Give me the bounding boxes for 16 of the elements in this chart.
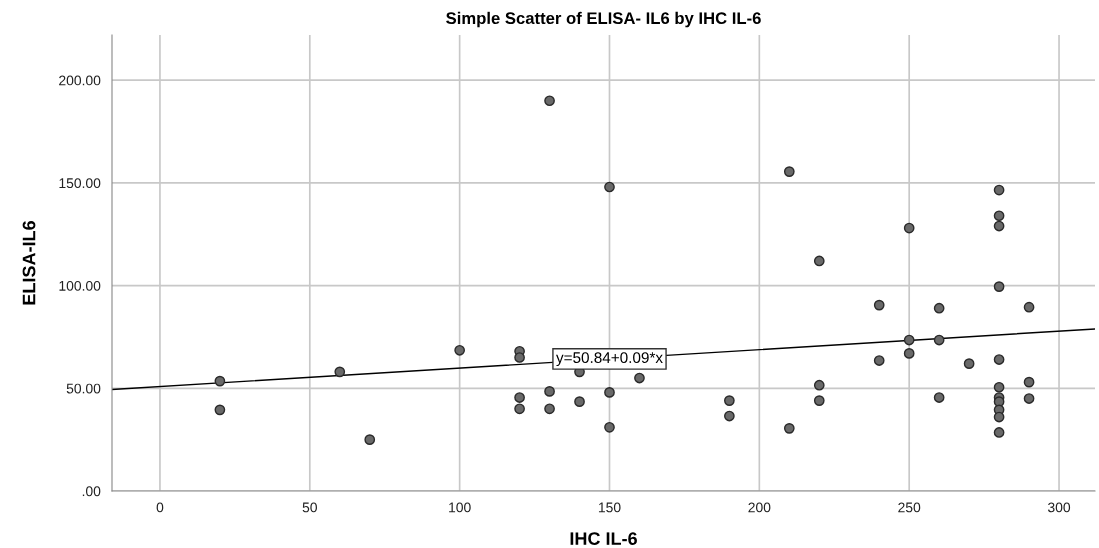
x-tick-label: 250 (898, 502, 921, 513)
x-tick-label: 150 (598, 502, 621, 513)
x-tick-label: 50 (302, 502, 317, 513)
y-tick-label: 200.00 (59, 75, 101, 86)
chart-title: Simple Scatter of ELISA- IL6 by IHC IL-6 (446, 11, 761, 28)
x-axis-title: IHC IL-6 (570, 532, 637, 545)
y-tick-label: 100.00 (59, 280, 101, 291)
x-tick-label: 100 (449, 502, 471, 513)
y-tick-label: .00 (82, 486, 101, 497)
x-tick-label: 300 (1047, 502, 1071, 513)
y-tick-label: 50.00 (66, 383, 101, 394)
y-axis-title: ELISA-IL6 (22, 221, 36, 305)
x-tick-label: 200 (748, 502, 771, 513)
y-tick-label: 150.00 (59, 178, 101, 189)
x-tick-label: 0 (156, 502, 164, 513)
annotation: y=50.84+0.09*x (556, 352, 663, 367)
